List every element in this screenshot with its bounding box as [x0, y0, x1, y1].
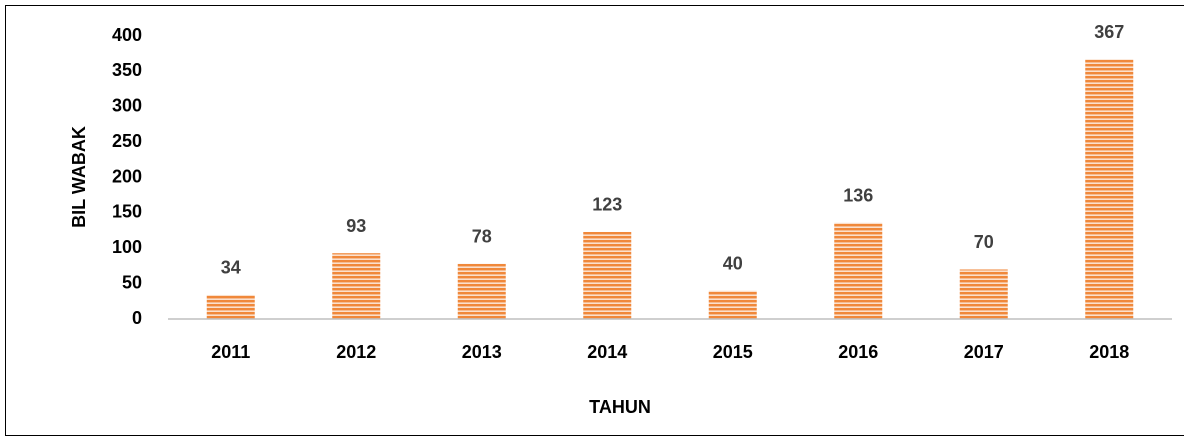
x-tick-label: 2017 [964, 342, 1004, 362]
x-tick-label: 2014 [587, 342, 627, 362]
page: BIL WABAK TAHUN 0 50 100 150 200 250 300 350 400… [0, 0, 1184, 439]
bar [207, 295, 255, 319]
bar [332, 253, 380, 319]
chart: BIL WABAK TAHUN 0 50 100 150 200 250 300 350 400… [0, 0, 1184, 439]
y-tick-label: 350 [112, 60, 142, 80]
data-label: 93 [346, 216, 366, 236]
bar [1085, 59, 1133, 319]
x-tick-label: 2018 [1089, 342, 1129, 362]
bar [960, 269, 1008, 319]
data-label: 40 [723, 253, 743, 273]
bar [458, 264, 506, 319]
x-tick-label: 2015 [713, 342, 753, 362]
y-tick-label: 200 [112, 166, 142, 186]
bar [709, 291, 757, 319]
data-label: 367 [1094, 22, 1124, 42]
x-tick-label: 2016 [838, 342, 878, 362]
data-label: 78 [472, 227, 492, 247]
y-tick-label: 400 [112, 25, 142, 45]
y-tick-label: 300 [112, 96, 142, 116]
y-axis-title: BIL WABAK [69, 126, 89, 228]
data-label: 123 [592, 195, 622, 215]
data-label: 70 [974, 232, 994, 252]
y-tick-label: 250 [112, 131, 142, 151]
y-tick-label: 0 [132, 308, 142, 328]
x-tick-label: 2011 [211, 342, 250, 362]
x-tick-label: 2013 [462, 342, 502, 362]
x-axis-title: TAHUN [589, 397, 651, 417]
y-tick-label: 100 [112, 237, 142, 257]
data-label: 34 [221, 258, 241, 278]
x-tick-label: 2012 [336, 342, 376, 362]
y-tick-label: 50 [122, 272, 142, 292]
chart-frame [6, 6, 1184, 436]
bar [583, 232, 631, 319]
bar [834, 223, 882, 319]
data-label: 136 [843, 186, 873, 206]
y-tick-label: 150 [112, 202, 142, 222]
